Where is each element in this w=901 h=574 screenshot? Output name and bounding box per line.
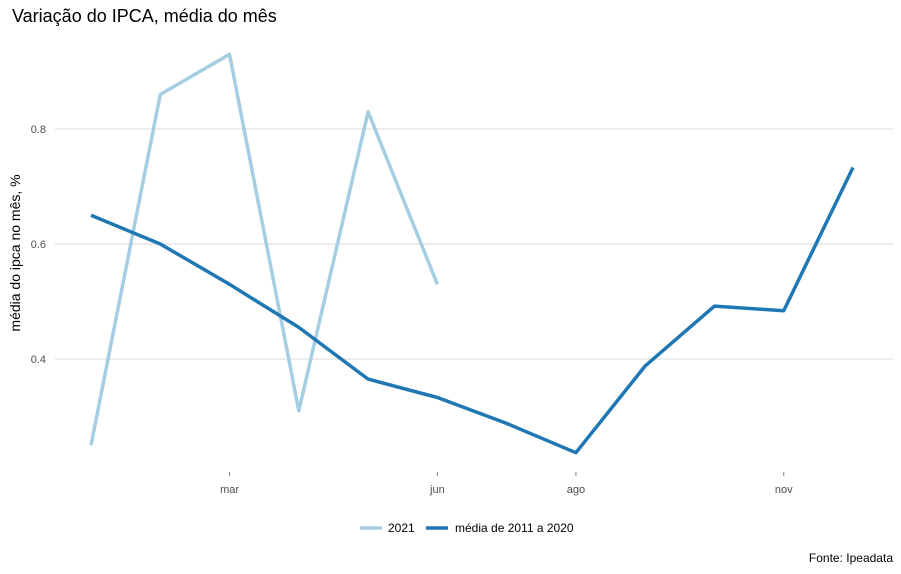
y-tick-label: 0.4	[31, 354, 46, 366]
legend-label-0: 2021	[388, 521, 415, 535]
y-axis-title: média do ipca no mês, %	[7, 174, 23, 331]
series-lines	[89, 52, 855, 455]
x-tick-label: ago	[567, 484, 585, 496]
source-caption: Fonte: Ipeadata	[808, 551, 893, 565]
x-axis-ticks: mar jun ago nov	[220, 472, 793, 496]
series-line-1	[90, 166, 855, 455]
y-axis-ticks: 0.4 0.6 0.8	[31, 124, 46, 366]
x-tick-label: nov	[775, 484, 793, 496]
legend: 2021 média de 2011 a 2020	[360, 521, 574, 535]
y-tick-label: 0.8	[31, 124, 46, 136]
x-tick-label: jun	[429, 484, 445, 496]
x-tick-label: mar	[220, 484, 239, 496]
series-line-0	[89, 52, 440, 446]
y-tick-label: 0.6	[31, 239, 46, 251]
gridlines	[55, 128, 893, 360]
legend-label-1: média de 2011 a 2020	[455, 521, 574, 535]
chart-title: Variação do IPCA, média do mês	[12, 6, 277, 26]
